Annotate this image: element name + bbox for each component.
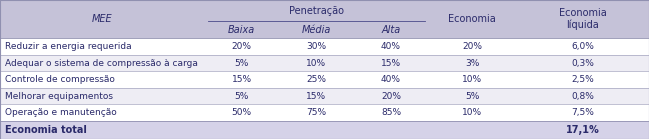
Text: Economia total: Economia total	[5, 125, 87, 135]
Bar	[0, 71, 649, 88]
Text: 25%: 25%	[306, 75, 326, 84]
Text: 15%: 15%	[306, 92, 326, 101]
Text: 3%: 3%	[465, 59, 480, 68]
Text: Baixa: Baixa	[228, 25, 255, 35]
Bar	[0, 55, 649, 71]
Text: 85%: 85%	[381, 108, 401, 117]
Text: Adequar o sistema de compressão à carga: Adequar o sistema de compressão à carga	[5, 59, 198, 68]
Text: 30%: 30%	[306, 42, 326, 51]
Text: 10%: 10%	[462, 108, 482, 117]
Text: 6,0%: 6,0%	[571, 42, 594, 51]
Text: 17,1%: 17,1%	[565, 125, 600, 135]
Text: 40%: 40%	[381, 75, 401, 84]
Text: Média: Média	[302, 25, 331, 35]
Text: 20%: 20%	[381, 92, 401, 101]
Text: Economia: Economia	[448, 14, 496, 24]
Bar	[0, 121, 649, 139]
Text: 40%: 40%	[381, 42, 401, 51]
Bar	[0, 88, 649, 104]
Text: 15%: 15%	[232, 75, 252, 84]
Text: Alta: Alta	[382, 25, 400, 35]
Text: 20%: 20%	[462, 42, 482, 51]
Text: 5%: 5%	[234, 92, 249, 101]
Text: 75%: 75%	[306, 108, 326, 117]
Text: 5%: 5%	[465, 92, 480, 101]
Text: Melhorar equipamentos: Melhorar equipamentos	[5, 92, 113, 101]
Text: Controle de compressão: Controle de compressão	[5, 75, 115, 84]
Bar	[0, 104, 649, 121]
Text: 2,5%: 2,5%	[571, 75, 594, 84]
Text: Operação e manutenção: Operação e manutenção	[5, 108, 117, 117]
Text: 10%: 10%	[306, 59, 326, 68]
Text: MEE: MEE	[92, 14, 112, 24]
Text: 5%: 5%	[234, 59, 249, 68]
Text: 0,8%: 0,8%	[571, 92, 594, 101]
Text: Penetração: Penetração	[289, 6, 344, 16]
Text: 15%: 15%	[381, 59, 401, 68]
Text: 0,3%: 0,3%	[571, 59, 594, 68]
Text: 50%: 50%	[232, 108, 252, 117]
Text: Reduzir a energia requerida: Reduzir a energia requerida	[5, 42, 132, 51]
Text: 20%: 20%	[232, 42, 252, 51]
Text: 7,5%: 7,5%	[571, 108, 594, 117]
Bar	[0, 38, 649, 55]
Bar	[0, 0, 649, 38]
Text: Economia
líquida: Economia líquida	[559, 8, 606, 30]
Text: 10%: 10%	[462, 75, 482, 84]
